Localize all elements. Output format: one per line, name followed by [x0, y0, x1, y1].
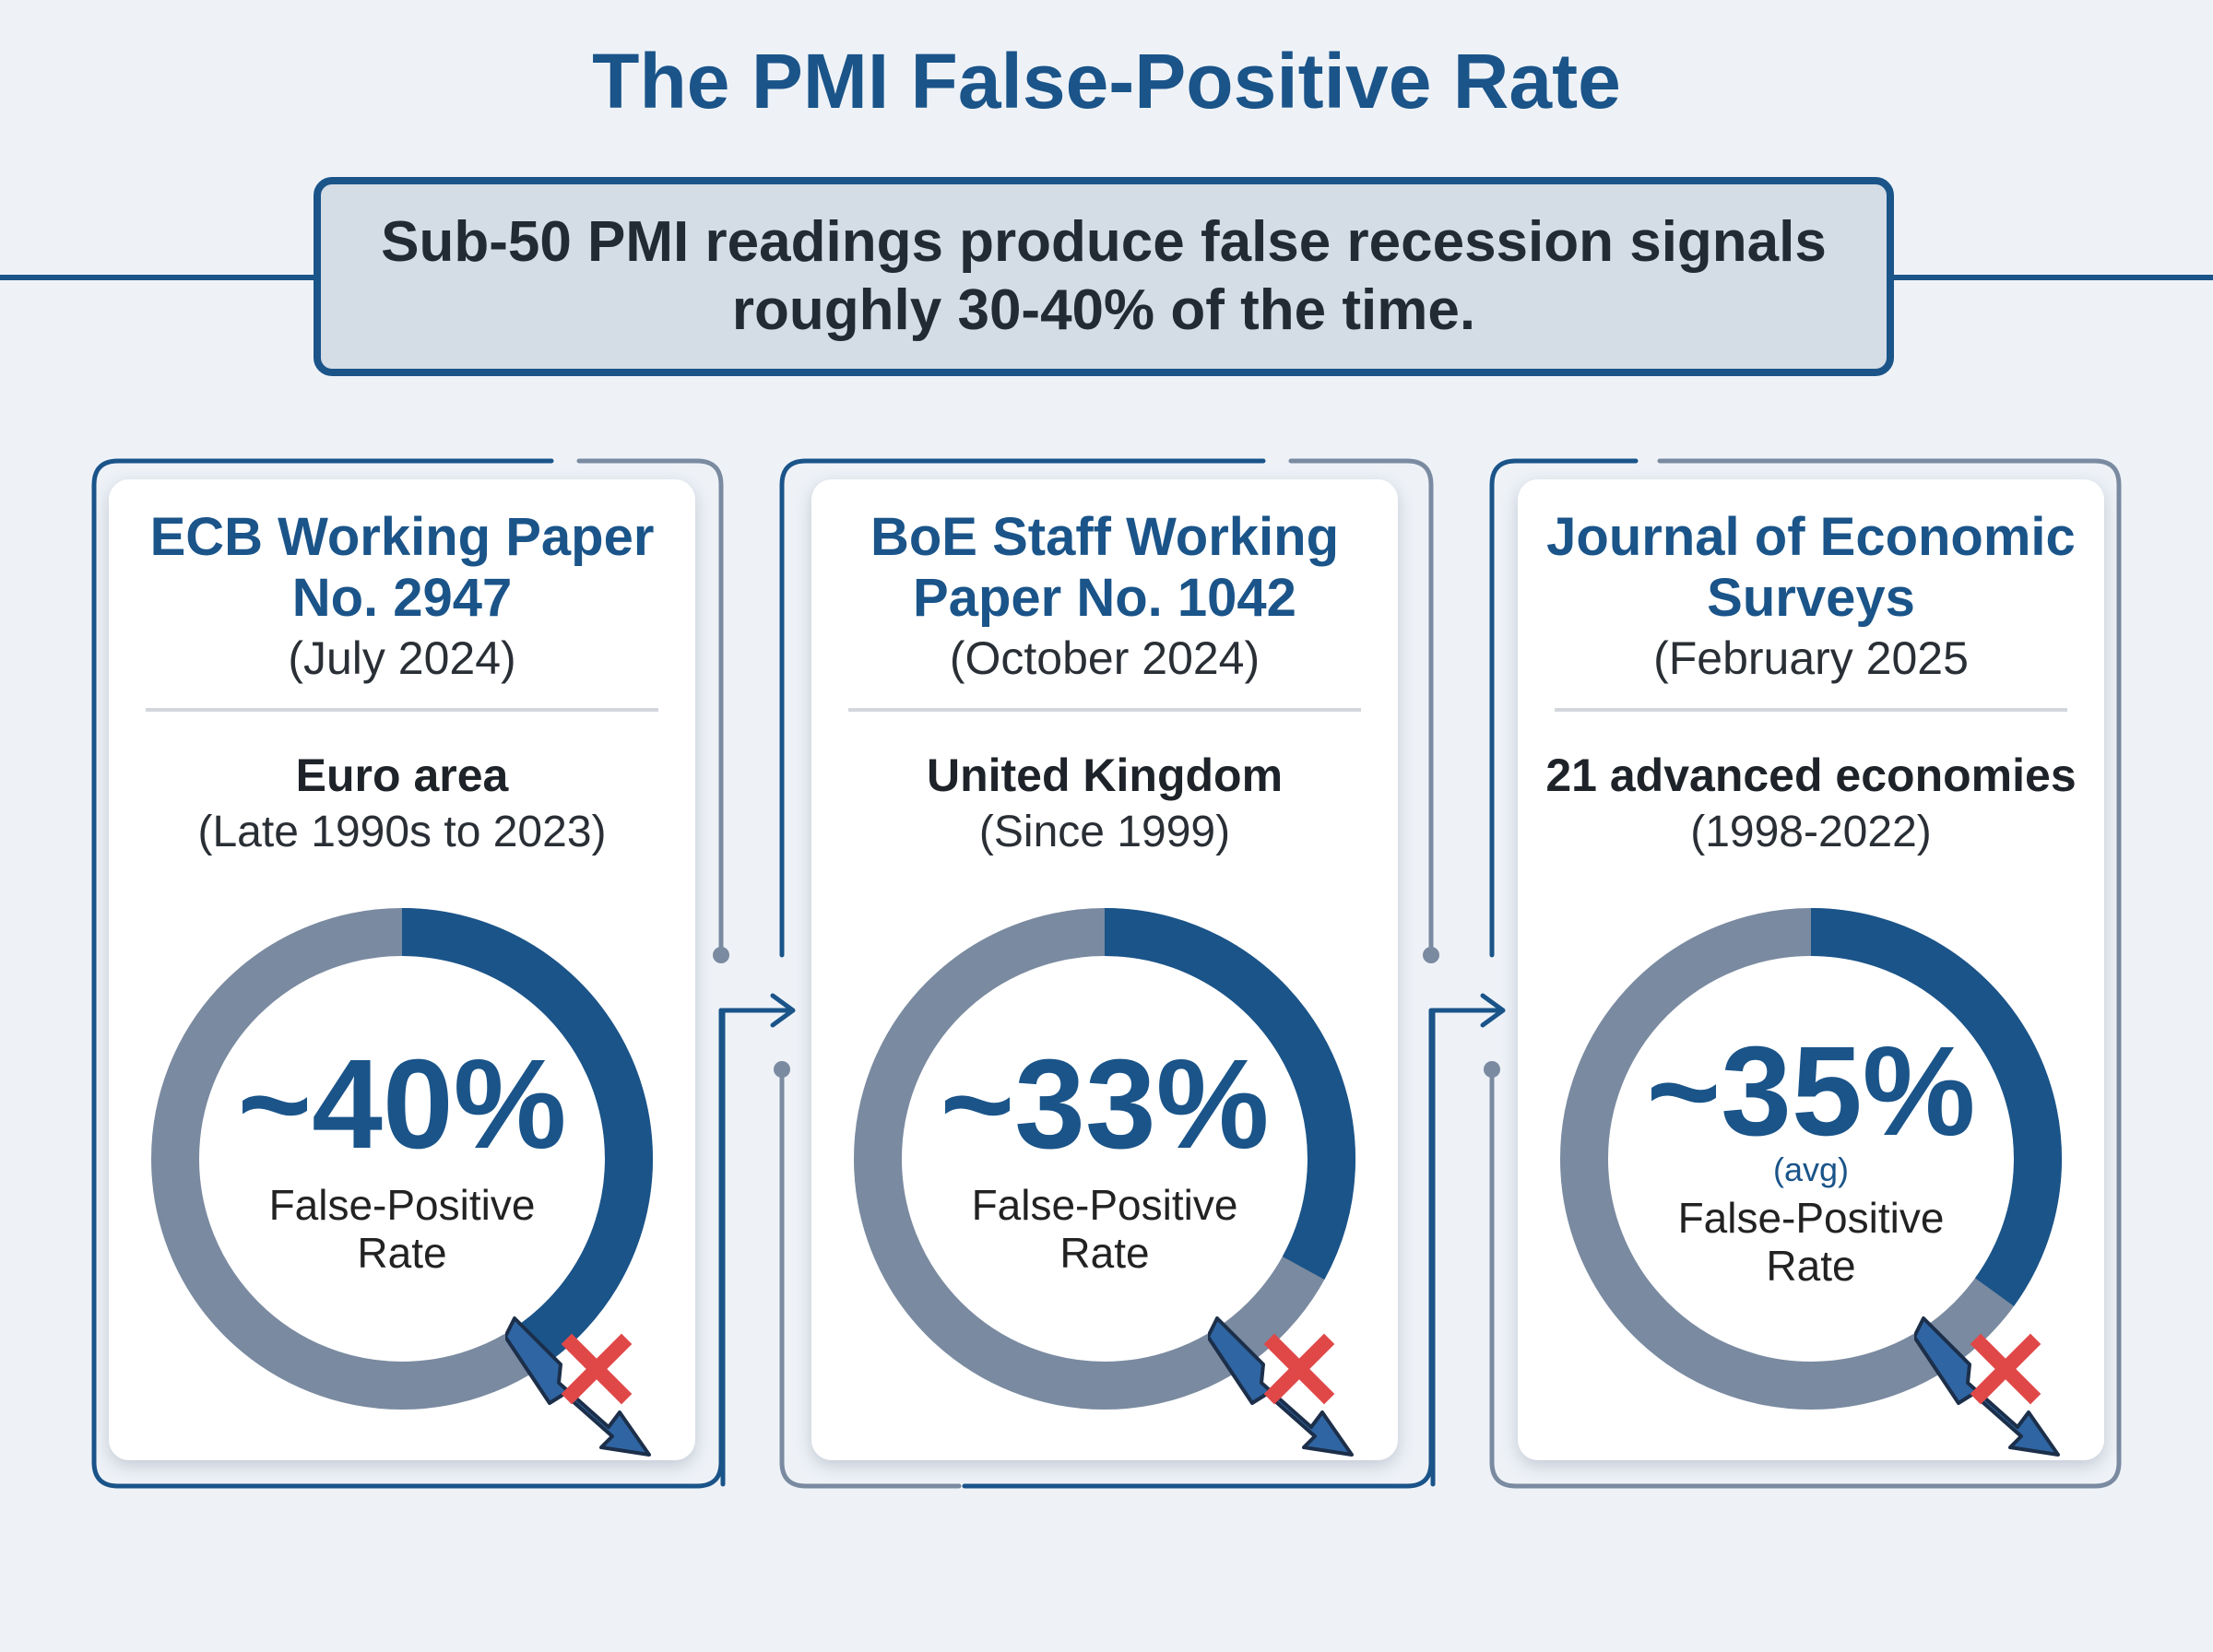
rate-donut-chart — [151, 908, 653, 1410]
card-title-line-2: Surveys — [1707, 568, 1915, 628]
frame-dot — [774, 1061, 790, 1078]
rate-note: (avg) — [1772, 1150, 1850, 1188]
card-title-line-1: BoE Staff Working — [870, 507, 1340, 567]
false-signal-icon — [505, 1316, 651, 1457]
region-name: Euro area — [295, 749, 509, 801]
summary-line-2: roughly 30-40% of the time. — [731, 278, 1476, 342]
summary-line-1: Sub-50 PMI readings produce false recess… — [381, 210, 1827, 274]
rate-label: False-Positive Rate — [1678, 1194, 1945, 1290]
card-header: Journal of Economic Surveys (February 20… — [1536, 507, 2086, 686]
rate-label: False-Positive Rate — [269, 1181, 536, 1277]
page-title: The PMI False-Positive Rate — [592, 38, 1621, 124]
region-name: United Kingdom — [926, 749, 1284, 801]
flow-arrow-icon — [718, 1008, 794, 1487]
card-divider — [146, 708, 658, 712]
card-divider — [1555, 708, 2067, 712]
card-title-line-2: No. 2947 — [291, 568, 513, 628]
frame-dot — [1423, 947, 1439, 963]
rate-label-line-2: Rate — [357, 1229, 447, 1277]
rate-label-line-1: False-Positive — [1677, 1194, 1945, 1242]
frame-1-secondary — [576, 458, 724, 958]
card-divider — [848, 708, 1361, 712]
region-period: (1998-2022) — [1690, 808, 1932, 856]
rate-donut-chart — [854, 908, 1355, 1410]
flow-arrow-head-icon — [1480, 993, 1506, 1028]
card-title-line-2: Paper No. 1042 — [913, 568, 1296, 628]
donut-center: ~35% (avg) False-Positive Rate — [1557, 905, 2065, 1412]
frame-1-primary — [91, 458, 724, 1489]
summary-text: Sub-50 PMI readings produce false recess… — [348, 208, 1860, 345]
card-title-line-1: ECB Working Paper — [149, 507, 655, 567]
region-period: (Late 1990s to 2023) — [197, 808, 607, 856]
down-trend-arrow-icon — [1914, 1316, 2060, 1457]
summary-box: Sub-50 PMI readings produce false recess… — [314, 177, 1894, 376]
region-period: (Since 1999) — [978, 808, 1231, 856]
rate-label-line-2: Rate — [1766, 1242, 1856, 1290]
card-header: BoE Staff Working Paper No. 1042 (Octobe… — [830, 507, 1379, 686]
study-card-boe: BoE Staff Working Paper No. 1042 (Octobe… — [811, 479, 1398, 1460]
rate-value: ~35% — [1646, 1021, 1976, 1162]
frame-dot — [1484, 1061, 1500, 1078]
card-title: BoE Staff Working Paper No. 1042 — [830, 507, 1379, 629]
rate-value: ~40% — [237, 1033, 567, 1175]
card-title: Journal of Economic Surveys — [1536, 507, 2086, 629]
cross-icon — [1263, 1333, 1335, 1405]
right-connector-line — [1892, 275, 2213, 280]
rate-label-line-1: False-Positive — [971, 1181, 1238, 1229]
false-signal-icon — [1914, 1316, 2060, 1457]
card-title: ECB Working Paper No. 2947 — [127, 507, 677, 629]
card-region: Euro area (Late 1990s to 2023) — [118, 747, 686, 861]
donut-center: ~33% False-Positive Rate — [851, 905, 1358, 1412]
false-signal-icon — [1208, 1316, 1354, 1457]
donut-rate-arc — [1104, 908, 1355, 1280]
study-card-jes: Journal of Economic Surveys (February 20… — [1518, 479, 2104, 1460]
rate-donut-chart — [1560, 908, 2062, 1410]
down-trend-arrow-icon — [1208, 1316, 1354, 1457]
cross-icon — [561, 1333, 633, 1405]
card-region: United Kingdom (Since 1999) — [821, 747, 1389, 861]
card-region: 21 advanced economies (1998-2022) — [1527, 747, 2095, 861]
card-date: (October 2024) — [949, 632, 1260, 684]
rate-label-line-2: Rate — [1059, 1229, 1150, 1277]
left-connector-line — [0, 275, 315, 280]
frame-2-secondary-left — [779, 1067, 962, 1489]
rate-value: ~33% — [940, 1033, 1270, 1175]
flow-arrow-icon — [1430, 1008, 1504, 1487]
cross-icon — [1970, 1333, 2041, 1405]
flow-arrow-head-icon — [770, 993, 796, 1028]
study-card-ecb: ECB Working Paper No. 2947 (July 2024) E… — [109, 479, 695, 1460]
frame-2-secondary — [1288, 458, 1434, 958]
donut-rate-arc — [1810, 908, 2062, 1306]
frame-2-primary — [779, 458, 1266, 958]
down-trend-arrow-icon — [505, 1316, 651, 1457]
rate-label-line-1: False-Positive — [268, 1181, 536, 1229]
card-date: (February 2025 — [1653, 632, 1969, 684]
donut-rate-arc — [401, 908, 653, 1363]
rate-label: False-Positive Rate — [972, 1181, 1238, 1277]
card-header: ECB Working Paper No. 2947 (July 2024) — [127, 507, 677, 686]
frame-dot — [713, 947, 729, 963]
card-date: (July 2024) — [288, 632, 516, 684]
region-name: 21 advanced economies — [1545, 749, 2077, 801]
frame-3-primary — [1489, 458, 1639, 958]
frame-3-secondary — [1489, 458, 2122, 1489]
donut-center: ~40% False-Positive Rate — [148, 905, 656, 1412]
card-title-line-1: Journal of Economic — [1546, 507, 2076, 567]
